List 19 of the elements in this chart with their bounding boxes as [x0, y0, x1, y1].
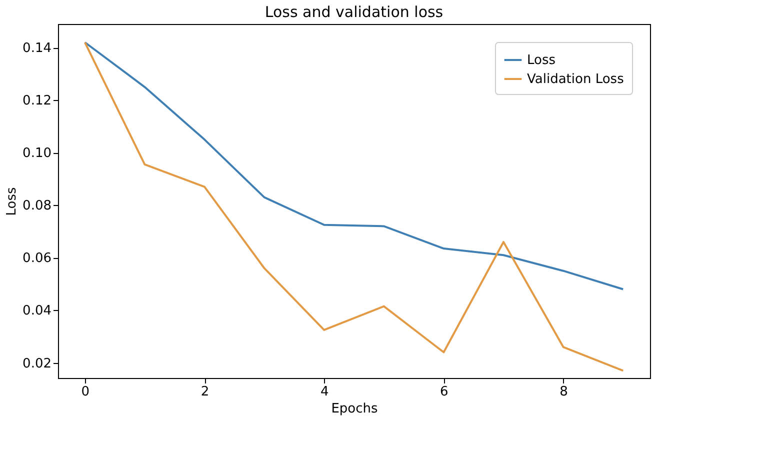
y-tick-label: 0.08 [22, 198, 52, 214]
y-tick-label: 0.14 [22, 41, 52, 56]
chart-title: Loss and validation loss [264, 3, 444, 21]
x-tick-label: 4 [320, 384, 329, 400]
line-series [84, 41, 624, 290]
legend-label: Validation Loss [527, 72, 624, 87]
x-axis-title: Epochs [331, 402, 378, 416]
line-series [84, 41, 624, 372]
x-tick-label: 0 [81, 384, 90, 400]
y-tick-label: 0.10 [22, 146, 52, 162]
x-tick-label: 6 [440, 384, 448, 400]
y-tick-label: 0.04 [22, 304, 52, 319]
y-tick-label: 0.02 [22, 356, 52, 372]
y-axis-title: Loss [4, 187, 20, 216]
legend-label: Loss [527, 53, 556, 68]
y-tick-label: 0.06 [22, 251, 52, 266]
x-tick-label: 2 [200, 384, 210, 400]
x-tick-label: 8 [560, 384, 568, 400]
y-tick-label: 0.12 [22, 94, 52, 109]
